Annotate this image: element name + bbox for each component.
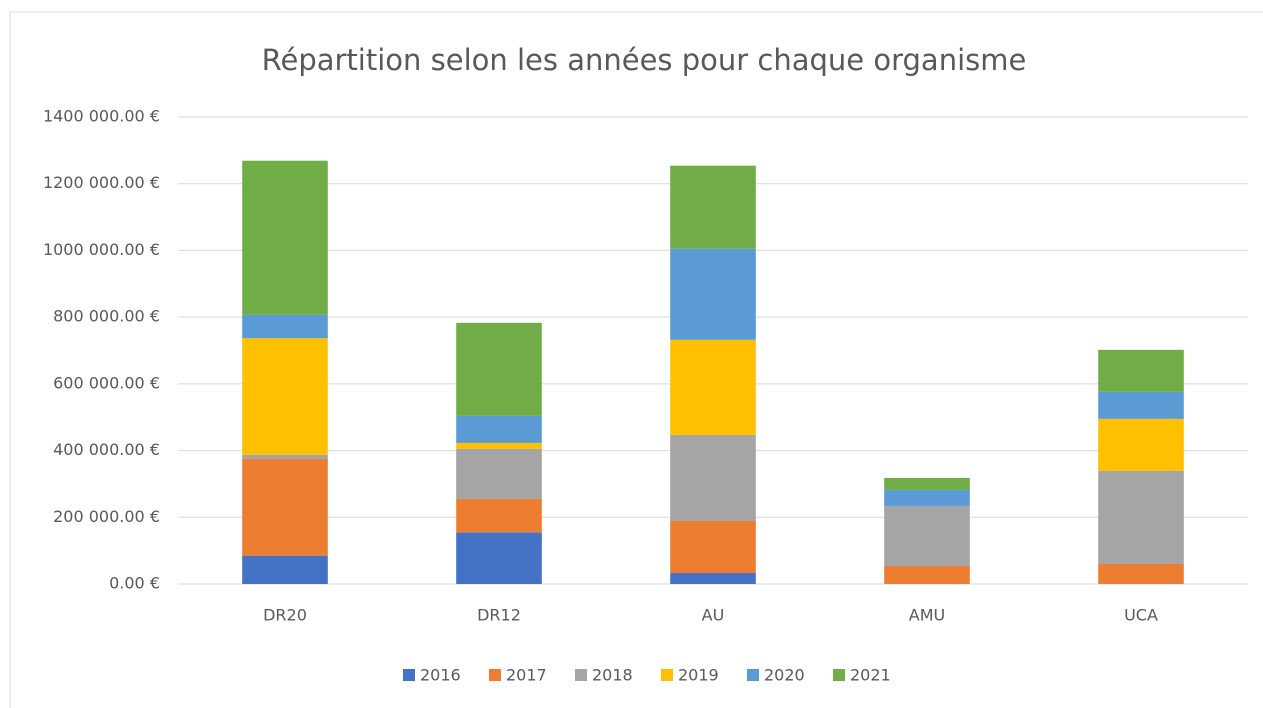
- bar-segment: [670, 434, 756, 521]
- bar-segment: [670, 520, 756, 573]
- bar-segment: [670, 165, 756, 249]
- bar-segment: [456, 415, 542, 443]
- bar-segment: [456, 448, 542, 499]
- bar-segment: [242, 314, 328, 339]
- x-tick-label: DR12: [477, 606, 521, 625]
- y-tick-label: 1200 000.00 €: [43, 173, 160, 192]
- bar-segment: [1098, 563, 1184, 584]
- bar-segment: [456, 532, 542, 584]
- legend-label: 2016: [420, 666, 461, 685]
- bar-segment: [242, 555, 328, 584]
- bar-segment: [670, 572, 756, 584]
- legend-swatch: [403, 669, 415, 681]
- bar-segment: [456, 442, 542, 449]
- legend-swatch: [489, 669, 501, 681]
- bar-segment: [670, 248, 756, 340]
- bar-segment: [884, 477, 970, 490]
- bar-segment: [884, 489, 970, 506]
- bar-segment: [1098, 349, 1184, 392]
- bar-segment: [1098, 418, 1184, 471]
- y-tick-label: 200 000.00 €: [53, 507, 160, 526]
- chart-title: Répartition selon les années pour chaque…: [262, 43, 1027, 77]
- x-tick-label: AMU: [909, 606, 945, 625]
- bar-segment: [1098, 391, 1184, 419]
- legend-swatch: [575, 669, 587, 681]
- x-tick-label: DR20: [263, 606, 307, 625]
- bar-segment: [884, 505, 970, 566]
- bar-segment: [884, 565, 970, 584]
- bar-segment: [242, 458, 328, 556]
- bar-segment: [242, 454, 328, 459]
- x-tick-label: UCA: [1124, 606, 1158, 625]
- bar-segment: [242, 338, 328, 455]
- legend-label: 2020: [764, 666, 805, 685]
- legend-label: 2019: [678, 666, 719, 685]
- bar-segment: [242, 160, 328, 315]
- legend-swatch: [747, 669, 759, 681]
- chart-frame: [9, 11, 1263, 708]
- bar-segment: [1098, 470, 1184, 564]
- y-tick-label: 1000 000.00 €: [43, 240, 160, 259]
- y-tick-label: 800 000.00 €: [53, 307, 160, 326]
- legend-swatch: [833, 669, 845, 681]
- y-tick-label: 1400 000.00 €: [43, 107, 160, 126]
- legend-label: 2018: [592, 666, 633, 685]
- bar-segment: [456, 322, 542, 416]
- x-tick-label: AU: [702, 606, 725, 625]
- y-tick-label: 0.00 €: [109, 574, 160, 593]
- bar-segment: [670, 339, 756, 435]
- legend-swatch: [661, 669, 673, 681]
- y-tick-label: 600 000.00 €: [53, 373, 160, 392]
- legend-label: 2021: [850, 666, 891, 685]
- legend-label: 2017: [506, 666, 547, 685]
- bar-segment: [456, 498, 542, 533]
- y-tick-label: 400 000.00 €: [53, 440, 160, 459]
